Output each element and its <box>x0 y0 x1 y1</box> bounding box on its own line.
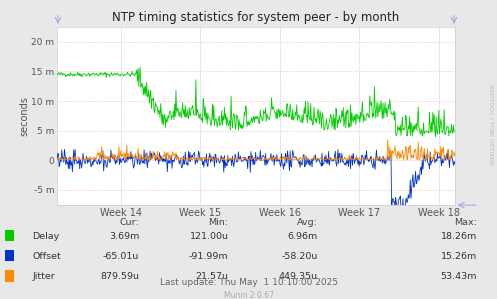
Text: 21.57u: 21.57u <box>196 272 229 281</box>
Text: 53.43m: 53.43m <box>441 272 477 281</box>
Text: Max:: Max: <box>454 218 477 227</box>
Text: 3.69m: 3.69m <box>109 232 139 241</box>
Text: Cur:: Cur: <box>119 218 139 227</box>
Text: 449.35u: 449.35u <box>279 272 318 281</box>
Text: Jitter: Jitter <box>32 272 55 281</box>
Text: RRDTOOL / TOBI OETIKER: RRDTOOL / TOBI OETIKER <box>488 84 493 164</box>
Text: 6.96m: 6.96m <box>288 232 318 241</box>
Text: Munin 2.0.67: Munin 2.0.67 <box>224 291 273 299</box>
Title: NTP timing statistics for system peer - by month: NTP timing statistics for system peer - … <box>112 11 400 24</box>
Text: Offset: Offset <box>32 252 61 261</box>
Text: -91.99m: -91.99m <box>189 252 229 261</box>
Text: -65.01u: -65.01u <box>103 252 139 261</box>
Text: Last update: Thu May  1 10:10:00 2025: Last update: Thu May 1 10:10:00 2025 <box>160 278 337 287</box>
Text: 121.00u: 121.00u <box>190 232 229 241</box>
Text: Delay: Delay <box>32 232 60 241</box>
Text: 18.26m: 18.26m <box>441 232 477 241</box>
Text: Avg:: Avg: <box>297 218 318 227</box>
Text: -58.20u: -58.20u <box>282 252 318 261</box>
Text: Min:: Min: <box>209 218 229 227</box>
Y-axis label: seconds: seconds <box>20 96 30 136</box>
Text: 879.59u: 879.59u <box>100 272 139 281</box>
Text: 15.26m: 15.26m <box>441 252 477 261</box>
